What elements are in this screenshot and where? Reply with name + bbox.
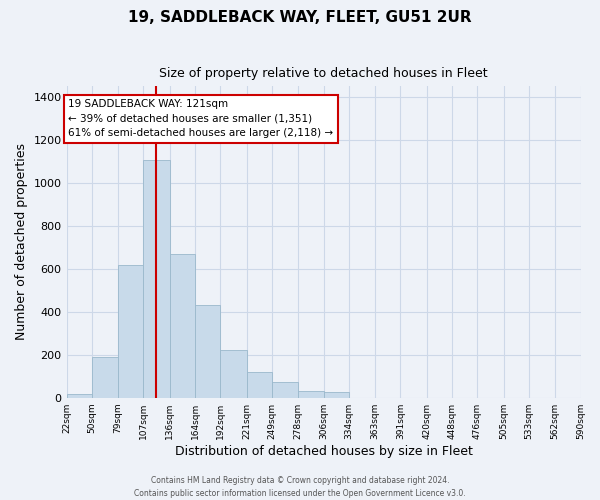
Bar [92,357,118,398]
Bar [298,392,323,398]
Text: 19 SADDLEBACK WAY: 121sqm
← 39% of detached houses are smaller (1,351)
61% of se: 19 SADDLEBACK WAY: 121sqm ← 39% of detac… [68,98,334,138]
Title: Size of property relative to detached houses in Fleet: Size of property relative to detached ho… [159,68,488,80]
Y-axis label: Number of detached properties: Number of detached properties [15,144,28,340]
Bar [323,392,349,398]
Bar [220,350,247,398]
Bar [118,266,143,398]
Bar [67,394,92,398]
Text: 19, SADDLEBACK WAY, FLEET, GU51 2UR: 19, SADDLEBACK WAY, FLEET, GU51 2UR [128,10,472,25]
X-axis label: Distribution of detached houses by size in Fleet: Distribution of detached houses by size … [175,444,472,458]
Bar [272,382,298,398]
Bar [143,160,170,398]
Bar [247,372,272,398]
Text: Contains HM Land Registry data © Crown copyright and database right 2024.
Contai: Contains HM Land Registry data © Crown c… [134,476,466,498]
Bar [170,254,195,398]
Bar [195,305,220,398]
